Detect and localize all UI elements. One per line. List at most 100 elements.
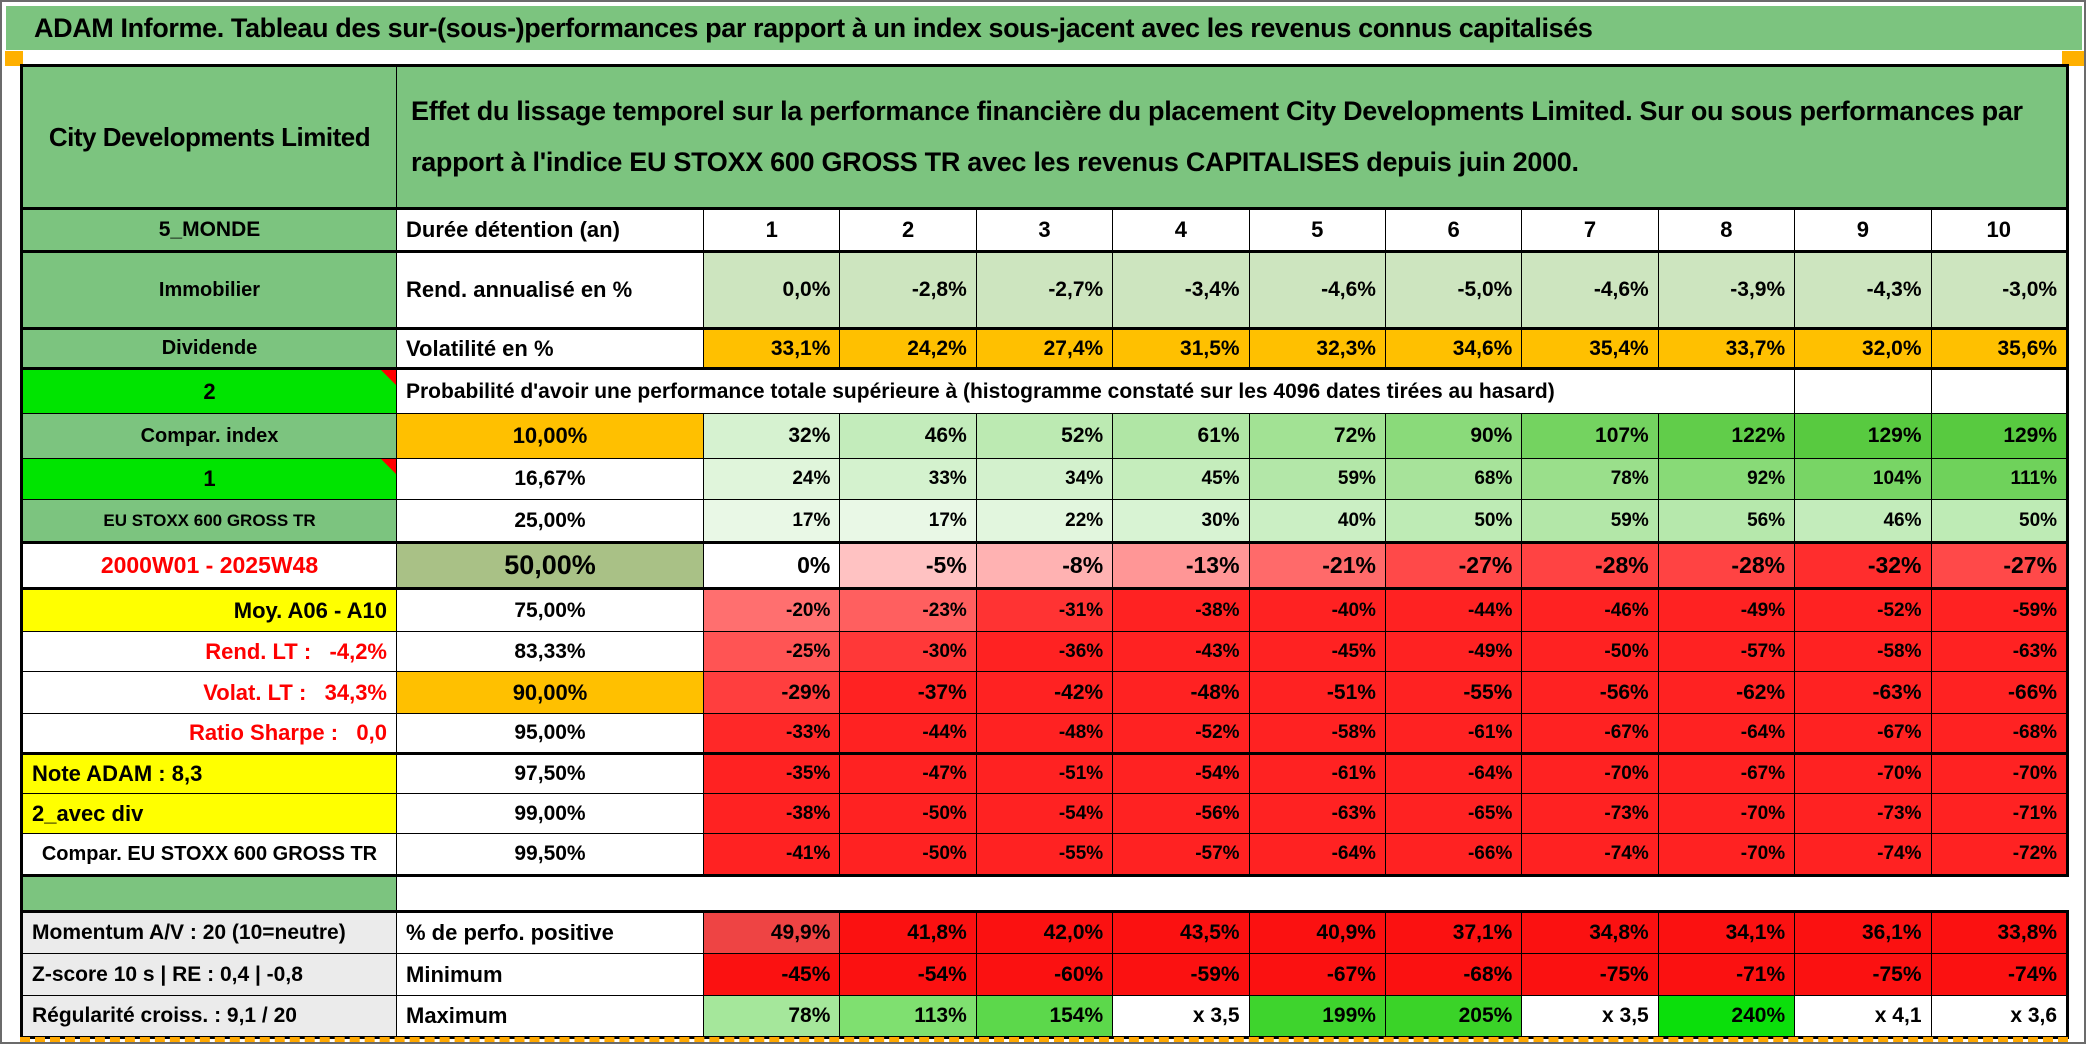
- column-header-cell[interactable]: 8: [1657, 207, 1796, 252]
- value-cell[interactable]: -4,3%: [1794, 250, 1932, 329]
- value-cell[interactable]: -25%: [702, 631, 841, 672]
- row-label-cell[interactable]: EU STOXX 600 GROSS TR: [20, 499, 397, 543]
- value-cell[interactable]: -52%: [1794, 588, 1932, 632]
- value-cell[interactable]: 36,1%: [1794, 910, 1932, 954]
- value-cell[interactable]: -20%: [702, 588, 841, 632]
- value-cell[interactable]: -66%: [1930, 671, 2070, 714]
- row-label-cell[interactable]: Rend. LT : -4,2%: [20, 631, 397, 672]
- value-cell[interactable]: -13%: [1112, 541, 1250, 590]
- value-cell[interactable]: -70%: [1794, 752, 1932, 794]
- value-cell[interactable]: -52%: [1112, 713, 1250, 754]
- row-label-cell[interactable]: Note ADAM : 8,3: [20, 752, 397, 794]
- column-header-cell[interactable]: 4: [1112, 207, 1250, 252]
- column-header-cell[interactable]: 7: [1521, 207, 1659, 252]
- value-cell[interactable]: -68%: [1384, 953, 1523, 996]
- value-cell[interactable]: -61%: [1384, 713, 1523, 754]
- value-cell[interactable]: -63%: [1930, 631, 2070, 672]
- value-cell[interactable]: -31%: [975, 588, 1114, 632]
- column-header-cell[interactable]: 2: [839, 207, 977, 252]
- value-cell[interactable]: 45%: [1112, 458, 1250, 500]
- value-cell[interactable]: -41%: [702, 833, 841, 877]
- value-cell[interactable]: -50%: [1521, 631, 1659, 672]
- value-cell[interactable]: -73%: [1521, 793, 1659, 834]
- value-cell[interactable]: 56%: [1657, 499, 1796, 543]
- value-cell[interactable]: -70%: [1657, 833, 1796, 877]
- value-cell[interactable]: 22%: [975, 499, 1114, 543]
- probability-caption-cell[interactable]: Probabilité d'avoir une performance tota…: [395, 367, 1796, 414]
- value-cell[interactable]: -67%: [1794, 713, 1932, 754]
- value-cell[interactable]: -58%: [1248, 713, 1386, 754]
- value-cell[interactable]: 33%: [839, 458, 977, 500]
- value-cell[interactable]: 35,6%: [1930, 327, 2070, 369]
- value-cell[interactable]: x 3,6: [1930, 995, 2070, 1039]
- value-cell[interactable]: 34,1%: [1657, 910, 1796, 954]
- value-cell[interactable]: -5,0%: [1384, 250, 1523, 329]
- value-cell[interactable]: 32%: [702, 413, 841, 459]
- column-header-cell[interactable]: 5: [1248, 207, 1386, 252]
- value-cell[interactable]: 111%: [1930, 458, 2070, 500]
- column-header-cell[interactable]: 9: [1794, 207, 1932, 252]
- value-cell[interactable]: -58%: [1794, 631, 1932, 672]
- value-cell[interactable]: -49%: [1384, 631, 1523, 672]
- value-cell[interactable]: 37,1%: [1384, 910, 1523, 954]
- value-cell[interactable]: -32%: [1794, 541, 1932, 590]
- value-cell[interactable]: x 3,5: [1112, 995, 1250, 1039]
- value-cell[interactable]: -48%: [975, 713, 1114, 754]
- instrument-name-cell[interactable]: City Developments Limited: [20, 64, 397, 209]
- value-cell[interactable]: -51%: [975, 752, 1114, 794]
- value-cell[interactable]: -56%: [1112, 793, 1250, 834]
- value-cell[interactable]: 78%: [702, 995, 841, 1039]
- column-header-cell[interactable]: 6: [1384, 207, 1523, 252]
- percentile-cell[interactable]: % de perfo. positive: [396, 910, 704, 954]
- value-cell[interactable]: -54%: [1112, 752, 1250, 794]
- percentile-cell[interactable]: 97,50%: [396, 752, 704, 794]
- value-cell[interactable]: -37%: [839, 671, 977, 714]
- value-cell[interactable]: -64%: [1384, 752, 1523, 794]
- value-cell[interactable]: -56%: [1521, 671, 1659, 714]
- value-cell[interactable]: -49%: [1657, 588, 1796, 632]
- row-label-cell[interactable]: 5_MONDE: [20, 207, 397, 252]
- value-cell[interactable]: -64%: [1248, 833, 1386, 877]
- percentile-cell[interactable]: Volatilité en %: [396, 327, 704, 369]
- row-label-cell[interactable]: 2: [20, 367, 397, 414]
- value-cell[interactable]: 50%: [1930, 499, 2070, 543]
- value-cell[interactable]: -57%: [1112, 833, 1250, 877]
- value-cell[interactable]: 50%: [1384, 499, 1523, 543]
- value-cell[interactable]: -54%: [839, 953, 977, 996]
- value-cell[interactable]: -67%: [1521, 713, 1659, 754]
- percentile-cell[interactable]: 95,00%: [396, 713, 704, 754]
- row-label-cell[interactable]: [20, 875, 397, 912]
- value-cell[interactable]: -3,0%: [1930, 250, 2070, 329]
- percentile-cell[interactable]: 25,00%: [396, 499, 704, 543]
- value-cell[interactable]: -33%: [702, 713, 841, 754]
- value-cell[interactable]: -55%: [1384, 671, 1523, 714]
- value-cell[interactable]: -48%: [1112, 671, 1250, 714]
- value-cell[interactable]: -42%: [975, 671, 1114, 714]
- percentile-cell[interactable]: 50,00%: [396, 541, 704, 590]
- row-label-cell[interactable]: 1: [20, 458, 397, 500]
- row-label-cell[interactable]: Immobilier: [20, 250, 397, 329]
- value-cell[interactable]: -63%: [1794, 671, 1932, 714]
- value-cell[interactable]: 41,8%: [839, 910, 977, 954]
- value-cell[interactable]: 129%: [1794, 413, 1932, 459]
- value-cell[interactable]: 129%: [1930, 413, 2070, 459]
- value-cell[interactable]: 17%: [702, 499, 841, 543]
- value-cell[interactable]: -59%: [1930, 588, 2070, 632]
- row-label-cell[interactable]: Z-score 10 s | RE : 0,4 | -0,8: [20, 953, 397, 996]
- column-header-cell[interactable]: 1: [702, 207, 841, 252]
- value-cell[interactable]: -30%: [839, 631, 977, 672]
- value-cell[interactable]: 40,9%: [1248, 910, 1386, 954]
- value-cell[interactable]: 40%: [1248, 499, 1386, 543]
- value-cell[interactable]: 154%: [975, 995, 1114, 1039]
- value-cell[interactable]: -35%: [702, 752, 841, 794]
- value-cell[interactable]: -72%: [1930, 833, 2070, 877]
- row-label-cell[interactable]: Momentum A/V : 20 (10=neutre): [20, 910, 397, 954]
- value-cell[interactable]: -44%: [1384, 588, 1523, 632]
- value-cell[interactable]: -65%: [1384, 793, 1523, 834]
- value-cell[interactable]: -27%: [1384, 541, 1523, 590]
- value-cell[interactable]: -54%: [975, 793, 1114, 834]
- value-cell[interactable]: -55%: [975, 833, 1114, 877]
- value-cell[interactable]: -73%: [1794, 793, 1932, 834]
- row-label-cell[interactable]: Moy. A06 - A10: [20, 588, 397, 632]
- row-label-cell[interactable]: Régularité croiss. : 9,1 / 20: [20, 995, 397, 1039]
